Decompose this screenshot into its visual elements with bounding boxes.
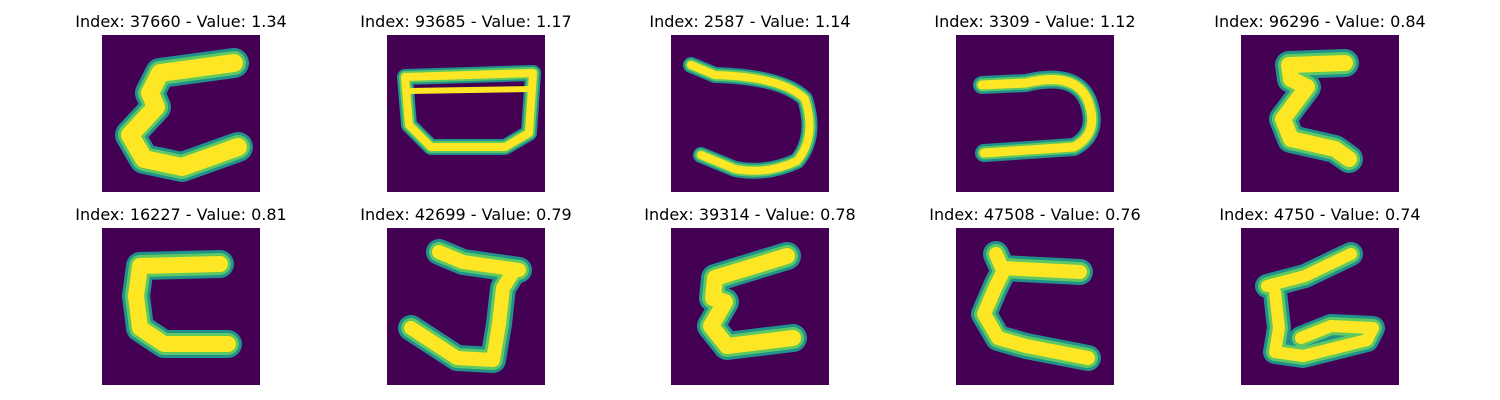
glyph-c-shape	[115, 48, 253, 182]
panel-2: Index: 93685 - Value: 1.17	[346, 11, 586, 192]
panel-title: Index: 39314 - Value: 0.78	[644, 205, 856, 224]
panel-title: Index: 93685 - Value: 1.17	[360, 12, 572, 31]
glyph-c-shape	[122, 250, 242, 358]
panel-title: Index: 4750 - Value: 0.74	[1219, 205, 1421, 224]
panel-title: Index: 42699 - Value: 0.79	[360, 205, 572, 224]
panel-1: Index: 37660 - Value: 1.34	[61, 11, 301, 192]
digit-image	[956, 228, 1114, 385]
panel-3: Index: 2587 - Value: 1.14	[630, 11, 870, 192]
digit-image	[387, 35, 545, 192]
panel-4: Index: 3309 - Value: 1.12	[915, 11, 1155, 192]
glyph-reversed-c-shape	[683, 57, 818, 179]
panel-title: Index: 47508 - Value: 0.76	[929, 205, 1141, 224]
panel-title: Index: 3309 - Value: 1.12	[934, 12, 1136, 31]
digit-image	[671, 35, 829, 192]
panel-9: Index: 47508 - Value: 0.76	[915, 204, 1155, 385]
glyph-c-shape	[971, 241, 1101, 371]
digit-image	[102, 228, 260, 385]
glyph-c-shape	[1269, 49, 1363, 173]
panel-title: Index: 16227 - Value: 0.81	[75, 205, 287, 224]
digit-image	[1241, 35, 1399, 192]
glyph-c-shape	[1255, 242, 1385, 368]
glyph-j-shape	[398, 239, 532, 373]
glyph-reversed-c-shape	[973, 70, 1101, 162]
digit-image	[102, 35, 260, 192]
digit-image	[671, 228, 829, 385]
panel-title: Index: 2587 - Value: 1.14	[649, 12, 851, 31]
digit-image	[956, 35, 1114, 192]
panel-6: Index: 16227 - Value: 0.81	[61, 204, 301, 385]
panel-title: Index: 96296 - Value: 0.84	[1214, 12, 1426, 31]
panel-5: Index: 96296 - Value: 0.84	[1200, 11, 1440, 192]
panel-8: Index: 39314 - Value: 0.78	[630, 204, 870, 385]
digit-image	[387, 228, 545, 385]
glyph-c-shape	[697, 242, 807, 360]
glyph-bowl-shape	[397, 65, 541, 155]
panel-10: Index: 4750 - Value: 0.74	[1200, 204, 1440, 385]
panel-7: Index: 42699 - Value: 0.79	[346, 204, 586, 385]
digit-image	[1241, 228, 1399, 385]
panel-title: Index: 37660 - Value: 1.34	[75, 12, 287, 31]
